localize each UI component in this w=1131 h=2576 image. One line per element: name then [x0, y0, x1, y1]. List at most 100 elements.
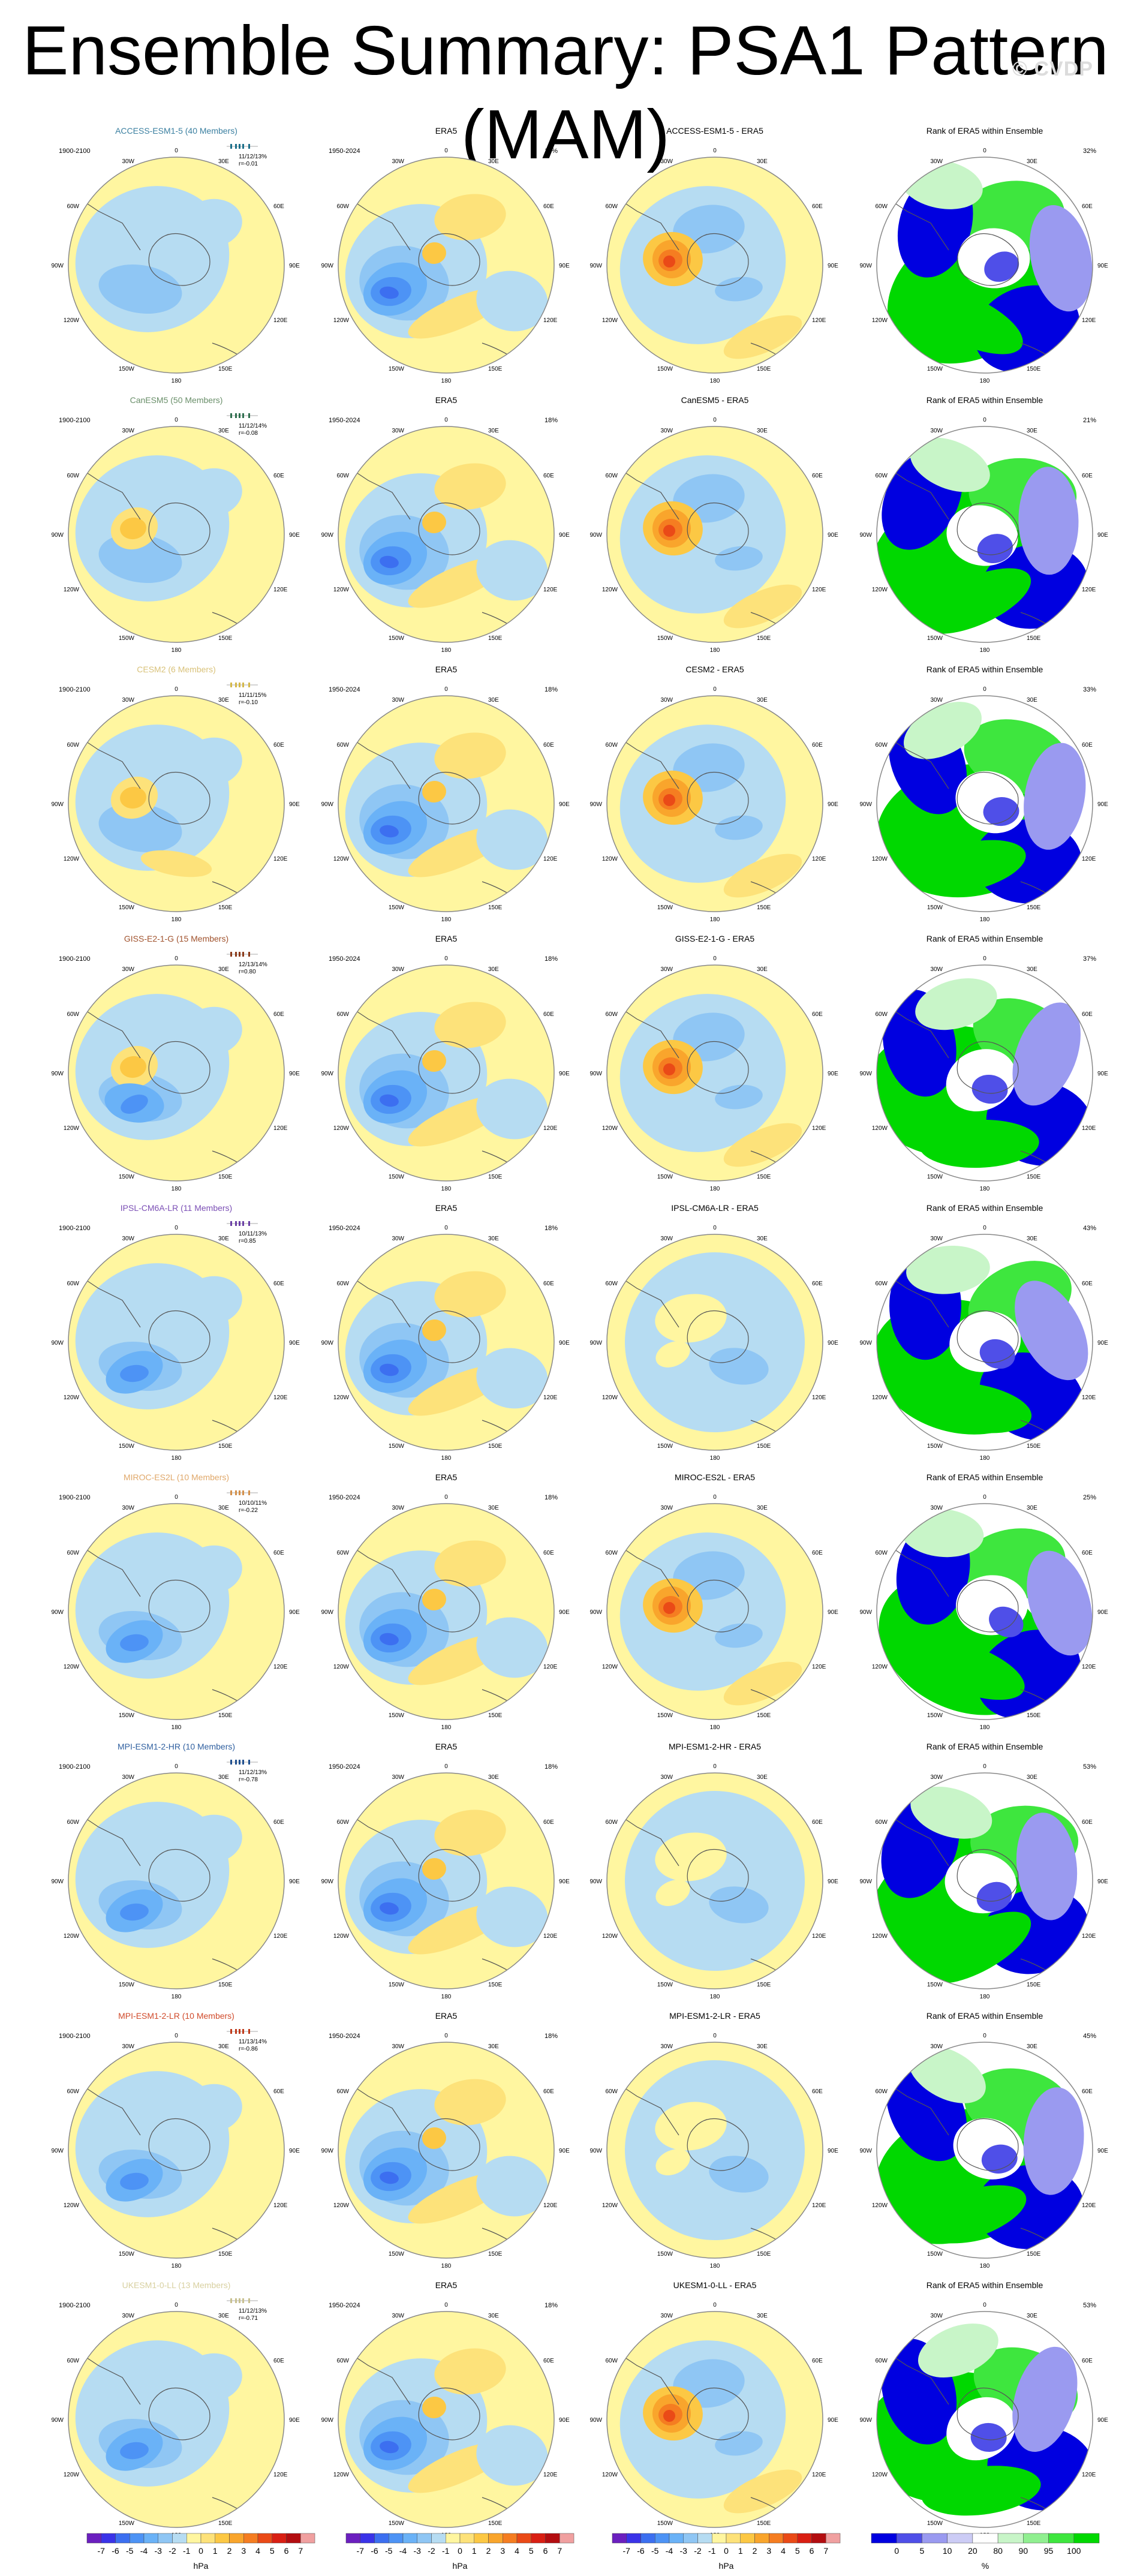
- lon-label-right: 90E: [1097, 1609, 1108, 1616]
- lon-label-ll2: 150W: [927, 366, 943, 372]
- lon-label-ur2: 60E: [543, 1819, 554, 1826]
- lon-label-ul1: 30W: [392, 1505, 404, 1511]
- lon-label-bottom: 180: [172, 916, 182, 923]
- colorbar-tick: 1: [738, 2546, 743, 2556]
- colorbar-swatch: [626, 2533, 641, 2544]
- lon-label-bottom: 180: [710, 916, 720, 923]
- lon-label-ul1: 30W: [930, 428, 943, 434]
- lon-label-ur2: 60E: [543, 1550, 554, 1556]
- colorbar-tick: 80: [993, 2546, 1003, 2556]
- anomaly-contour: [120, 2442, 149, 2460]
- lon-label-lr1: 120E: [1082, 2202, 1096, 2209]
- anomaly-contour: [422, 1319, 446, 1342]
- lon-label-lr2: 150E: [1027, 366, 1041, 372]
- ensemble-spread-marker: [227, 2029, 258, 2034]
- colorbar-tick: 4: [515, 2546, 519, 2556]
- lon-label-bottom: 180: [172, 2263, 182, 2270]
- lon-label-ll2: 150W: [657, 1443, 673, 1450]
- lon-label-left: 90W: [51, 1340, 64, 1346]
- panel-era5-5: 0 180 90W 90E 30W 60W 30E 60E 120W 150W 120E 150E ER…: [311, 1472, 582, 1741]
- lon-label-ul1: 30W: [122, 1774, 134, 1781]
- panel-model-2: 0 180 90W 90E 30W 60W 30E 60E 120W 150W 120E 150E CE…: [41, 665, 312, 933]
- lon-label-ll1: 120W: [64, 1664, 80, 1670]
- lon-label-lr1: 120E: [273, 856, 288, 862]
- anomaly-contour: [663, 525, 675, 537]
- lon-label-ll1: 120W: [64, 1933, 80, 1940]
- colorbar-hpa-2-svg: -7 -6 -5 -4 -3 -2 -1 0 1 2 3 4 5 6 7: [345, 2533, 574, 2556]
- lon-label-top: 0: [983, 2302, 986, 2309]
- lon-label-ur2: 60E: [1082, 2358, 1093, 2364]
- rank-region: [911, 2185, 1027, 2244]
- antarctica-coastline: [148, 502, 210, 555]
- colorbar-hpa-3-svg: -7 -6 -5 -4 -3 -2 -1 0 1 2 3 4 5 6 7: [612, 2533, 841, 2556]
- lon-label-lr1: 120E: [543, 856, 558, 862]
- lon-label-lr1: 120E: [1082, 587, 1096, 593]
- rank-pct: 32%: [1082, 148, 1096, 155]
- era5-title: ERA5: [435, 1472, 458, 1482]
- anomaly-contour: [182, 468, 242, 517]
- map-fill: [607, 1773, 823, 1989]
- rank-region: [913, 1382, 1032, 1433]
- colorbar-tick: -7: [357, 2546, 365, 2556]
- lon-label-right: 90E: [559, 801, 570, 808]
- colorbar-swatch: [655, 2533, 670, 2544]
- antarctica-coastline: [687, 1310, 749, 1363]
- colorbar-tick: 2: [227, 2546, 232, 2556]
- antarctica-coastline: [956, 1310, 1019, 1363]
- lon-label-ul1: 30W: [930, 158, 943, 165]
- colorbar-swatch: [1048, 2533, 1075, 2544]
- anomaly-contour: [655, 1880, 690, 1906]
- panel-diff-4: 0 180 90W 90E 30W 60W 30E 60E 120W 150W 120E 150E IP…: [579, 1203, 850, 1472]
- map-fill: [338, 2042, 554, 2258]
- lon-label-lr2: 150E: [757, 1443, 771, 1450]
- era5-years: 1950-2024: [329, 2302, 360, 2309]
- lon-label-ur1: 30E: [1027, 697, 1037, 704]
- panel-diff-1: 0 180 90W 90E 30W 60W 30E 60E 120W 150W 120E 150E Ca…: [579, 395, 850, 664]
- variance-pct: 11/12/14%: [239, 423, 267, 429]
- lon-label-ur1: 30E: [488, 697, 499, 704]
- colorbar-swatch: [871, 2533, 897, 2544]
- map-border: [876, 2042, 1093, 2259]
- rank-pct: 45%: [1082, 2033, 1096, 2040]
- lon-label-ur2: 60E: [812, 1550, 823, 1556]
- model-years: 1900-2100: [59, 2033, 91, 2040]
- antarctica-coastline: [148, 233, 210, 286]
- colorbar-tick: 90: [1019, 2546, 1028, 2556]
- lon-label-ur2: 60E: [1082, 2088, 1093, 2095]
- lon-label-ul2: 60W: [67, 742, 79, 749]
- antarctica-coastline: [956, 1041, 1019, 1094]
- lon-label-bottom: 180: [710, 1186, 720, 1192]
- map-border: [68, 1772, 285, 1989]
- lon-label-right: 90E: [1097, 801, 1108, 808]
- model-title: MPI-ESM1-2-LR (10 Members): [118, 2011, 234, 2021]
- map-fill: [607, 1234, 823, 1450]
- colorbar-swatch: [545, 2533, 560, 2544]
- lon-label-ur2: 60E: [273, 742, 284, 749]
- antarctica-coastline: [687, 2387, 749, 2440]
- lon-label-top: 0: [175, 955, 178, 962]
- anomaly-contour: [723, 584, 802, 629]
- anomaly-contour: [723, 1661, 802, 1706]
- map-rank: 0 180 90W 90E 30W 60W 30E 60E 120W 150W 120E 150E: [859, 2033, 1108, 2270]
- colorbar-tick: -6: [637, 2546, 645, 2556]
- rank-title: Rank of ERA5 within Ensemble: [926, 1203, 1043, 1213]
- anomaly-contour: [655, 1294, 727, 1343]
- lon-label-top: 0: [444, 148, 448, 154]
- map-fill: [68, 2042, 284, 2258]
- lon-label-lr2: 150E: [1027, 904, 1041, 911]
- colorbar-swatch: [712, 2533, 727, 2544]
- lon-label-right: 90E: [1097, 1071, 1108, 1077]
- anomaly-contour: [625, 1791, 805, 1971]
- map-fill: [607, 2312, 823, 2527]
- anomaly-contour: [422, 1588, 446, 1611]
- anomaly-contour: [120, 2172, 149, 2190]
- map-border: [338, 2311, 555, 2528]
- era5-years: 1950-2024: [329, 417, 360, 424]
- antarctica-coastline: [148, 1041, 210, 1094]
- era5-years: 1950-2024: [329, 1225, 360, 1232]
- map-border: [68, 426, 285, 643]
- map-fill: [338, 1773, 554, 1989]
- lon-label-right: 90E: [289, 2148, 300, 2154]
- lon-label-lr1: 120E: [273, 317, 288, 324]
- map-fill: [607, 157, 823, 373]
